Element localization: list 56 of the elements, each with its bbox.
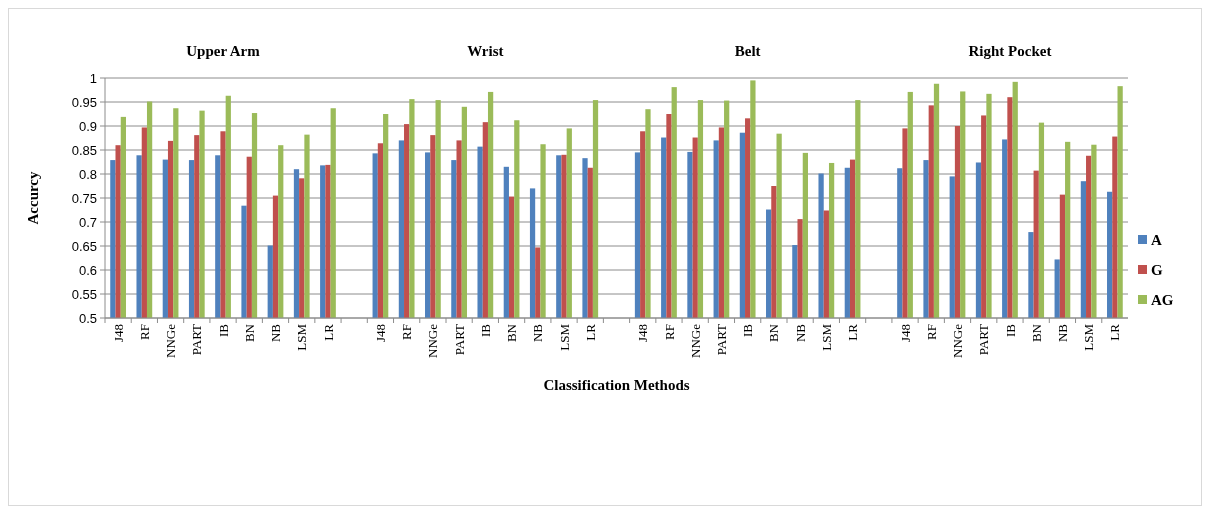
x-tick-label: NB <box>530 323 546 343</box>
x-tick-label: NB <box>792 323 808 343</box>
x-tick-label: IB <box>1002 323 1018 337</box>
x-tick-label: NNGe <box>950 323 966 358</box>
legend-label: AG <box>1151 292 1174 309</box>
text: Belt <box>734 43 761 59</box>
x-tick-label: NNGe <box>425 323 441 358</box>
legend-label: G <box>1151 262 1163 279</box>
x-tick-label: RF <box>661 324 677 340</box>
text: Right Pocket <box>968 43 1052 59</box>
x-tick-label: IB <box>215 323 231 337</box>
x-tick-label: BN <box>241 323 257 343</box>
x-tick-label: LSM <box>818 323 834 351</box>
x-tick-label: J48 <box>897 324 913 343</box>
y-axis-title: Accurcy <box>25 170 41 225</box>
x-tick-label: LR <box>1107 323 1123 341</box>
x-tick-label: PART <box>451 323 467 356</box>
x-tick-label: LSM <box>556 323 572 351</box>
x-tick-label: IB <box>740 323 756 337</box>
x-tick-label: NB <box>268 323 284 343</box>
text: Wrist <box>467 43 504 59</box>
x-tick-label: NNGe <box>163 323 179 358</box>
x-tick-label: LR <box>845 323 861 341</box>
x-tick-label: PART <box>713 323 729 356</box>
x-tick-label: PART <box>189 323 205 356</box>
x-tick-label: J48 <box>635 324 651 343</box>
x-tick-label: J48 <box>110 324 126 343</box>
y-tick-label: 0.55 <box>71 286 97 302</box>
x-axis-title: Classification Methods <box>543 377 690 393</box>
x-tick-label: NB <box>1054 323 1070 343</box>
y-tick-label: 0.95 <box>71 94 97 110</box>
y-tick-label: 0.6 <box>78 262 97 278</box>
x-tick-label: LSM <box>1081 323 1097 351</box>
x-tick-label: J48 <box>372 324 388 343</box>
x-tick-label: IB <box>477 323 493 337</box>
text: Upper Arm <box>186 43 261 59</box>
x-tick-label: LR <box>582 323 598 341</box>
x-tick-label: RF <box>136 324 152 340</box>
y-tick-label: 0.9 <box>78 118 97 134</box>
y-tick-label: 1 <box>89 70 97 86</box>
x-tick-label: PART <box>976 323 992 356</box>
y-tick-label: 0.8 <box>78 166 97 182</box>
y-tick-label: 0.5 <box>78 310 97 326</box>
x-tick-label: BN <box>1028 323 1044 343</box>
y-tick-label: 0.85 <box>71 142 97 158</box>
x-tick-label: RF <box>923 324 939 340</box>
x-tick-label: BN <box>766 323 782 343</box>
x-tick-label: BN <box>504 323 520 343</box>
x-tick-label: LSM <box>294 323 310 351</box>
x-tick-label: RF <box>399 324 415 340</box>
y-tick-label: 0.65 <box>71 238 97 254</box>
x-tick-label: NNGe <box>687 323 703 358</box>
y-tick-label: 0.75 <box>71 190 97 206</box>
x-tick-label: LR <box>320 323 336 341</box>
y-tick-label: 0.7 <box>78 214 97 230</box>
legend-label: A <box>1151 232 1162 249</box>
